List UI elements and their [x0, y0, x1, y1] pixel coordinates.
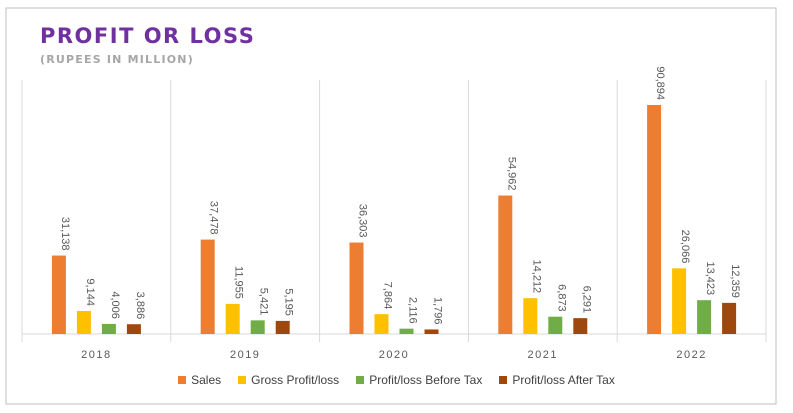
legend-swatch-after-tax: [499, 376, 508, 384]
bar-before_tax-2022: [697, 300, 712, 334]
x-tick-label-2018: 2018: [81, 349, 111, 361]
chart-legend: Sales Gross Profit/loss Profit/loss Befo…: [0, 373, 793, 387]
legend-swatch-sales: [178, 376, 187, 384]
bar-after_tax-2022: [722, 302, 737, 334]
data-label-after_tax-2020: 1,796: [432, 297, 444, 325]
data-label-gross-2021: 14,212: [530, 260, 542, 294]
bar-gross-2021: [523, 298, 538, 334]
chart-title: PROFIT OR LOSS: [40, 24, 256, 48]
data-label-sales-2018: 31,138: [59, 217, 71, 251]
legend-item-before-tax: Profit/loss Before Tax: [356, 373, 482, 387]
bar-before_tax-2019: [250, 320, 265, 334]
bar-gross-2022: [672, 268, 687, 334]
x-tick-label-2022: 2022: [676, 349, 706, 361]
bar-gross-2018: [76, 310, 91, 334]
bar-after_tax-2018: [126, 324, 141, 334]
legend-item-gross-profit: Gross Profit/loss: [238, 373, 339, 387]
bar-after_tax-2021: [573, 318, 588, 334]
chart-subtitle: (RUPEES IN MILLION): [40, 53, 194, 66]
data-label-gross-2020: 7,864: [382, 282, 394, 310]
data-label-after_tax-2019: 5,195: [283, 288, 295, 316]
bar-after_tax-2020: [424, 329, 439, 334]
data-label-sales-2021: 54,962: [505, 157, 517, 191]
legend-item-after-tax: Profit/loss After Tax: [499, 373, 615, 387]
bar-before_tax-2021: [548, 316, 563, 334]
bar-sales-2020: [349, 242, 364, 334]
data-label-after_tax-2022: 12,359: [729, 264, 741, 298]
data-label-before_tax-2018: 4,006: [109, 291, 121, 319]
data-label-sales-2022: 90,894: [654, 66, 666, 100]
legend-label-before-tax: Profit/loss Before Tax: [369, 373, 483, 387]
legend-swatch-before-tax: [356, 376, 365, 384]
x-tick-label-2020: 2020: [379, 349, 409, 361]
data-label-before_tax-2019: 5,421: [258, 288, 270, 316]
data-label-sales-2019: 37,478: [208, 201, 220, 235]
legend-label-gross-profit: Gross Profit/loss: [251, 373, 340, 387]
data-label-gross-2022: 26,066: [679, 230, 691, 264]
data-label-before_tax-2022: 13,423: [704, 262, 716, 296]
data-label-after_tax-2021: 6,291: [580, 286, 592, 314]
data-label-gross-2018: 9,144: [84, 278, 96, 306]
bar-sales-2019: [200, 239, 215, 334]
x-tick-label-2021: 2021: [528, 349, 558, 361]
bar-before_tax-2018: [101, 323, 116, 334]
legend-swatch-gross-profit: [238, 376, 247, 384]
data-label-gross-2019: 11,955: [233, 266, 245, 299]
data-label-before_tax-2021: 6,873: [555, 284, 567, 312]
legend-label-after-tax: Profit/loss After Tax: [512, 373, 615, 387]
bar-after_tax-2019: [275, 320, 290, 334]
bar-sales-2021: [498, 195, 513, 334]
x-tick-label-2019: 2019: [230, 349, 260, 361]
bar-gross-2020: [374, 314, 389, 334]
data-label-sales-2020: 36,303: [357, 204, 369, 238]
data-label-after_tax-2018: 3,886: [134, 292, 146, 320]
bar-before_tax-2020: [399, 328, 414, 334]
data-label-before_tax-2020: 2,116: [407, 297, 419, 324]
legend-item-sales: Sales: [178, 373, 221, 387]
bar-gross-2019: [225, 303, 240, 334]
legend-label-sales: Sales: [191, 373, 222, 387]
bar-sales-2018: [51, 255, 66, 334]
bar-sales-2022: [647, 105, 662, 334]
